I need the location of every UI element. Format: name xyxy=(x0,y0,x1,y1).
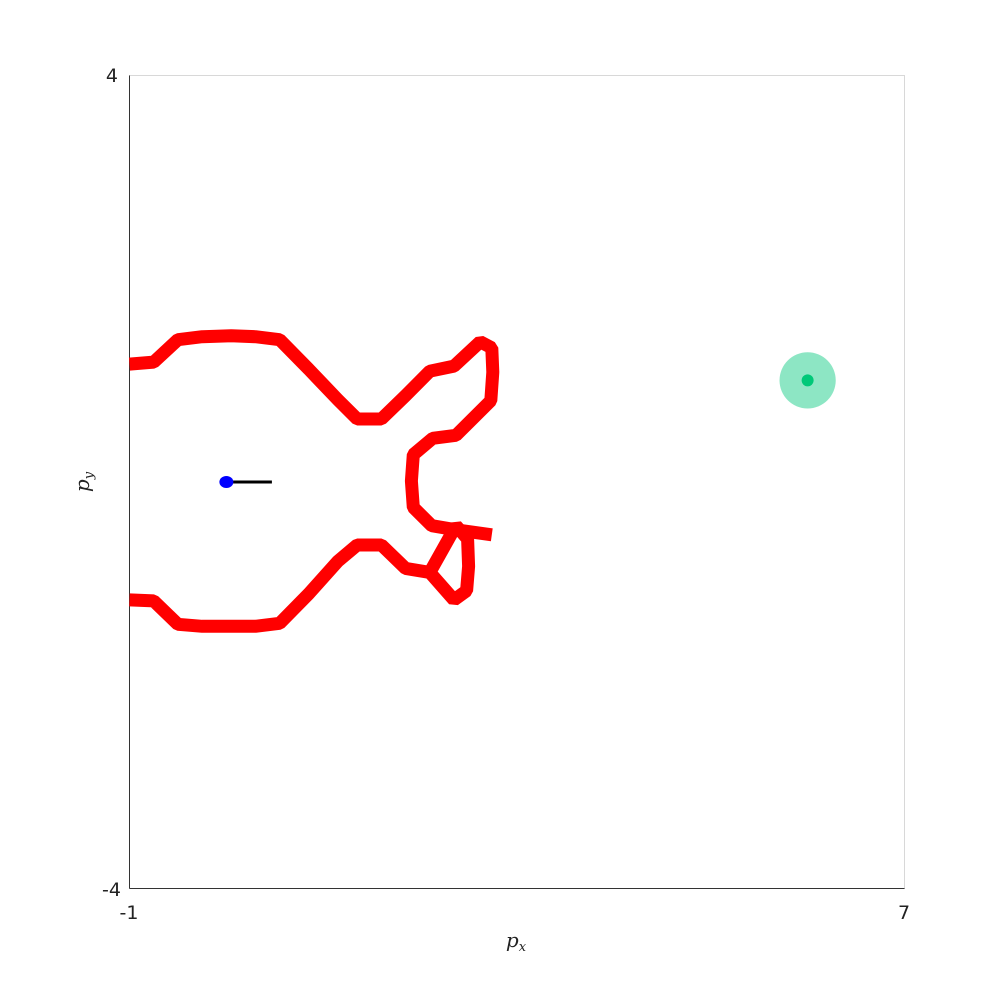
x-tick-label-right: 7 xyxy=(898,902,910,924)
obstacle-lower-line xyxy=(129,521,476,633)
agent-marker xyxy=(219,476,234,488)
marker-layer xyxy=(219,352,836,488)
x-axis-label-sub: x xyxy=(519,940,527,955)
x-axis-label: px xyxy=(506,928,527,955)
y-tick-label-bottom: -4 xyxy=(102,879,121,901)
obstacle-upper-line xyxy=(128,329,500,542)
y-axis-label-sub: y xyxy=(82,471,97,480)
y-tick-label-top: 4 xyxy=(106,65,118,87)
x-axis-label-main: p xyxy=(506,928,519,952)
x-tick-label-left: -1 xyxy=(120,902,139,924)
series-layer xyxy=(128,329,500,633)
y-axis-label: py xyxy=(70,471,97,492)
goal-point xyxy=(801,374,814,387)
y-axis-label-main: p xyxy=(70,479,94,492)
